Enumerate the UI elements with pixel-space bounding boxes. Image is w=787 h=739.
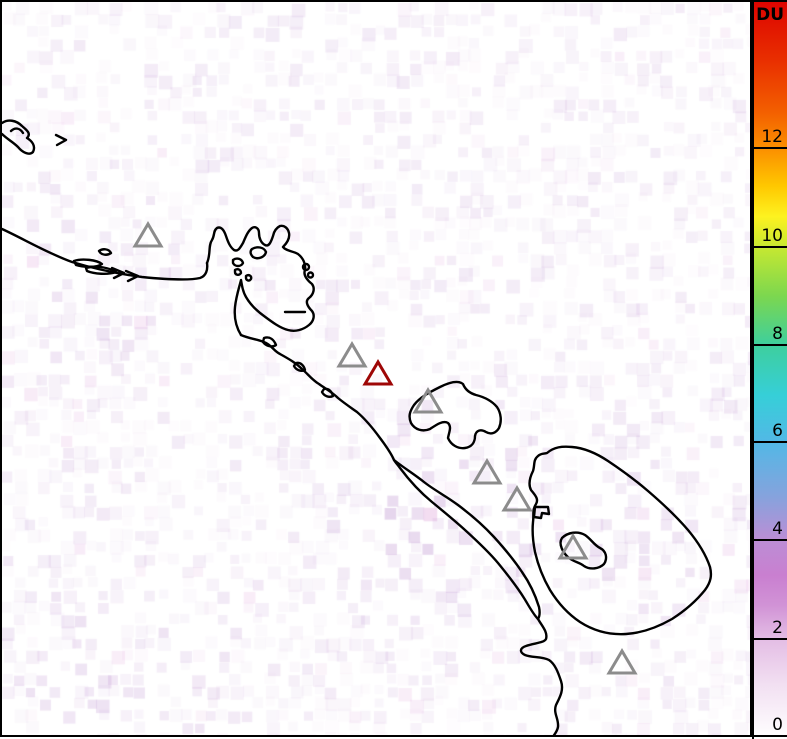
volcano-marker-gray: [557, 533, 589, 560]
colorbar-tick-label: 8: [772, 324, 783, 344]
coastline-new-ireland-knot-3: [320, 387, 335, 398]
coastline-bougainville-hook: [532, 505, 551, 520]
map-area: [0, 0, 752, 737]
coastline-new-britain-south: [2, 227, 209, 281]
colorbar-tick: [754, 147, 787, 149]
coastline-arawe-3: [97, 248, 113, 256]
colorbar-tick: [754, 246, 787, 248]
coastline-south-tail: [519, 617, 564, 735]
colorbar-tick-label: 2: [772, 618, 783, 638]
coastline-arawe-chevrons: [110, 266, 140, 283]
coastline-topleft-island: [2, 119, 36, 155]
colorbar-tick: [754, 441, 787, 443]
so2-raster-layer: [2, 2, 750, 735]
volcano-marker-gray: [606, 648, 638, 675]
coastline-gazelle-peninsula: [205, 224, 315, 337]
coastline-duke-of-york-2: [306, 271, 315, 279]
coastline-arawe-2: [84, 265, 118, 275]
colorbar-tick: [754, 344, 787, 346]
colorbar-tick: [754, 638, 787, 640]
coastline-chevron-islet: [54, 133, 68, 147]
coastline-bougainville: [528, 445, 713, 636]
colorbar-tick-label: 10: [761, 226, 783, 246]
coastline-new-ireland-knot-1: [261, 336, 278, 348]
colorbar-tick-label: 0: [772, 715, 783, 735]
volcano-marker-gray: [412, 387, 444, 414]
colorbar-tick: [754, 539, 787, 541]
coastline-gazelle-islet-3: [244, 274, 253, 282]
volcano-marker-gray: [501, 485, 533, 512]
coastline-arawe-1: [72, 258, 104, 268]
volcano-marker-gray: [471, 458, 503, 485]
colorbar-unit-label: DU: [756, 5, 784, 25]
colorbar-tick-label: 6: [772, 421, 783, 441]
coastline-djaul-island: [408, 380, 502, 450]
colorbar-tick-label: 12: [761, 127, 783, 147]
coastline-duke-of-york-1: [301, 262, 311, 272]
colorbar: 12 10 8 6 4 2 0 DU: [752, 0, 787, 739]
volcano-marker-gray: [336, 341, 368, 368]
coastline-gazelle-islet-1: [231, 257, 245, 268]
coastline-layer: [2, 119, 713, 735]
coastline-new-ireland-knot-2: [292, 361, 307, 372]
colorbar-tick: [754, 735, 787, 737]
volcano-marker-gray: [132, 221, 164, 248]
coastline-new-ireland-south: [392, 458, 541, 621]
coastline-new-ireland-north: [239, 333, 396, 462]
coastline-gazelle-islet-2: [233, 268, 243, 276]
colorbar-gradient: [754, 2, 787, 739]
volcano-marker-red: [362, 359, 394, 386]
coastline-topleft-inner: [9, 127, 25, 135]
coastline-gazelle-lake: [249, 246, 268, 260]
colorbar-tick-label: 4: [772, 519, 783, 539]
